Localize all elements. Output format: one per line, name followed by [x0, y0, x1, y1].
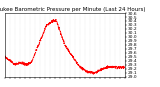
Title: Milwaukee Barometric Pressure per Minute (Last 24 Hours): Milwaukee Barometric Pressure per Minute… — [0, 7, 146, 12]
